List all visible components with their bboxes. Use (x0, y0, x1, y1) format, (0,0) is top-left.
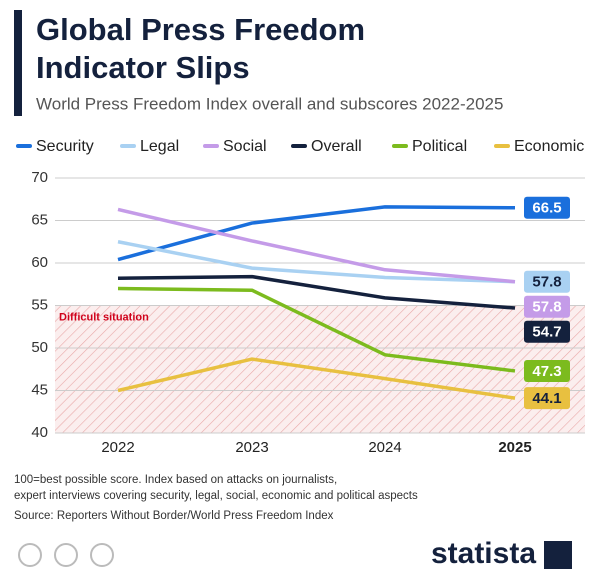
value-label: 66.5 (532, 200, 561, 217)
legend-label: Political (412, 138, 467, 155)
value-label-box (524, 196, 570, 219)
y-tick-label: 65 (31, 211, 48, 228)
y-tick-label: 50 (31, 339, 48, 356)
value-label-box (524, 270, 570, 293)
legend-label: Overall (311, 138, 362, 155)
y-tick-label: 55 (31, 296, 48, 313)
y-tick-label: 45 (31, 381, 48, 398)
legend-label: Economic (514, 138, 584, 155)
brand-icon (544, 541, 572, 569)
footnote: 100=best possible score. Index based on … (14, 474, 337, 486)
y-tick-label: 60 (31, 254, 48, 271)
legend-label: Legal (140, 138, 179, 155)
value-label: 57.8 (532, 274, 561, 291)
x-tick-label: 2022 (101, 439, 134, 456)
value-label: 44.1 (532, 390, 561, 407)
brand-logo: statista (431, 537, 536, 570)
series-line (117, 357, 516, 400)
chart-title: Global Press Freedom Indicator Slips (36, 12, 365, 85)
series-line (117, 207, 516, 284)
legend-label: Security (36, 138, 94, 155)
value-label: 47.3 (532, 363, 561, 380)
y-tick-label: 40 (31, 424, 48, 441)
value-label-box (524, 320, 570, 343)
source: Source: Reporters Without Border/World P… (14, 510, 334, 522)
annotation-label: Difficult situation (59, 311, 149, 323)
x-tick-label: 2025 (498, 439, 531, 456)
value-label-box (524, 387, 570, 410)
value-label-box (524, 359, 570, 382)
x-tick-label: 2024 (368, 439, 401, 456)
value-label-box (524, 295, 570, 318)
y-tick-label: 70 (31, 169, 48, 186)
chart-subtitle: World Press Freedom Index overall and su… (36, 94, 503, 113)
value-label: 54.7 (532, 324, 561, 341)
license-icons (18, 543, 114, 567)
series-line (117, 205, 516, 262)
footnote: expert interviews covering security, leg… (14, 490, 418, 502)
x-tick-label: 2023 (235, 439, 268, 456)
title-bar (14, 10, 22, 116)
series-line (117, 286, 516, 373)
value-label: 57.8 (532, 299, 561, 316)
series-line (117, 240, 516, 284)
series-line (117, 274, 516, 310)
legend-label: Social (223, 138, 267, 155)
